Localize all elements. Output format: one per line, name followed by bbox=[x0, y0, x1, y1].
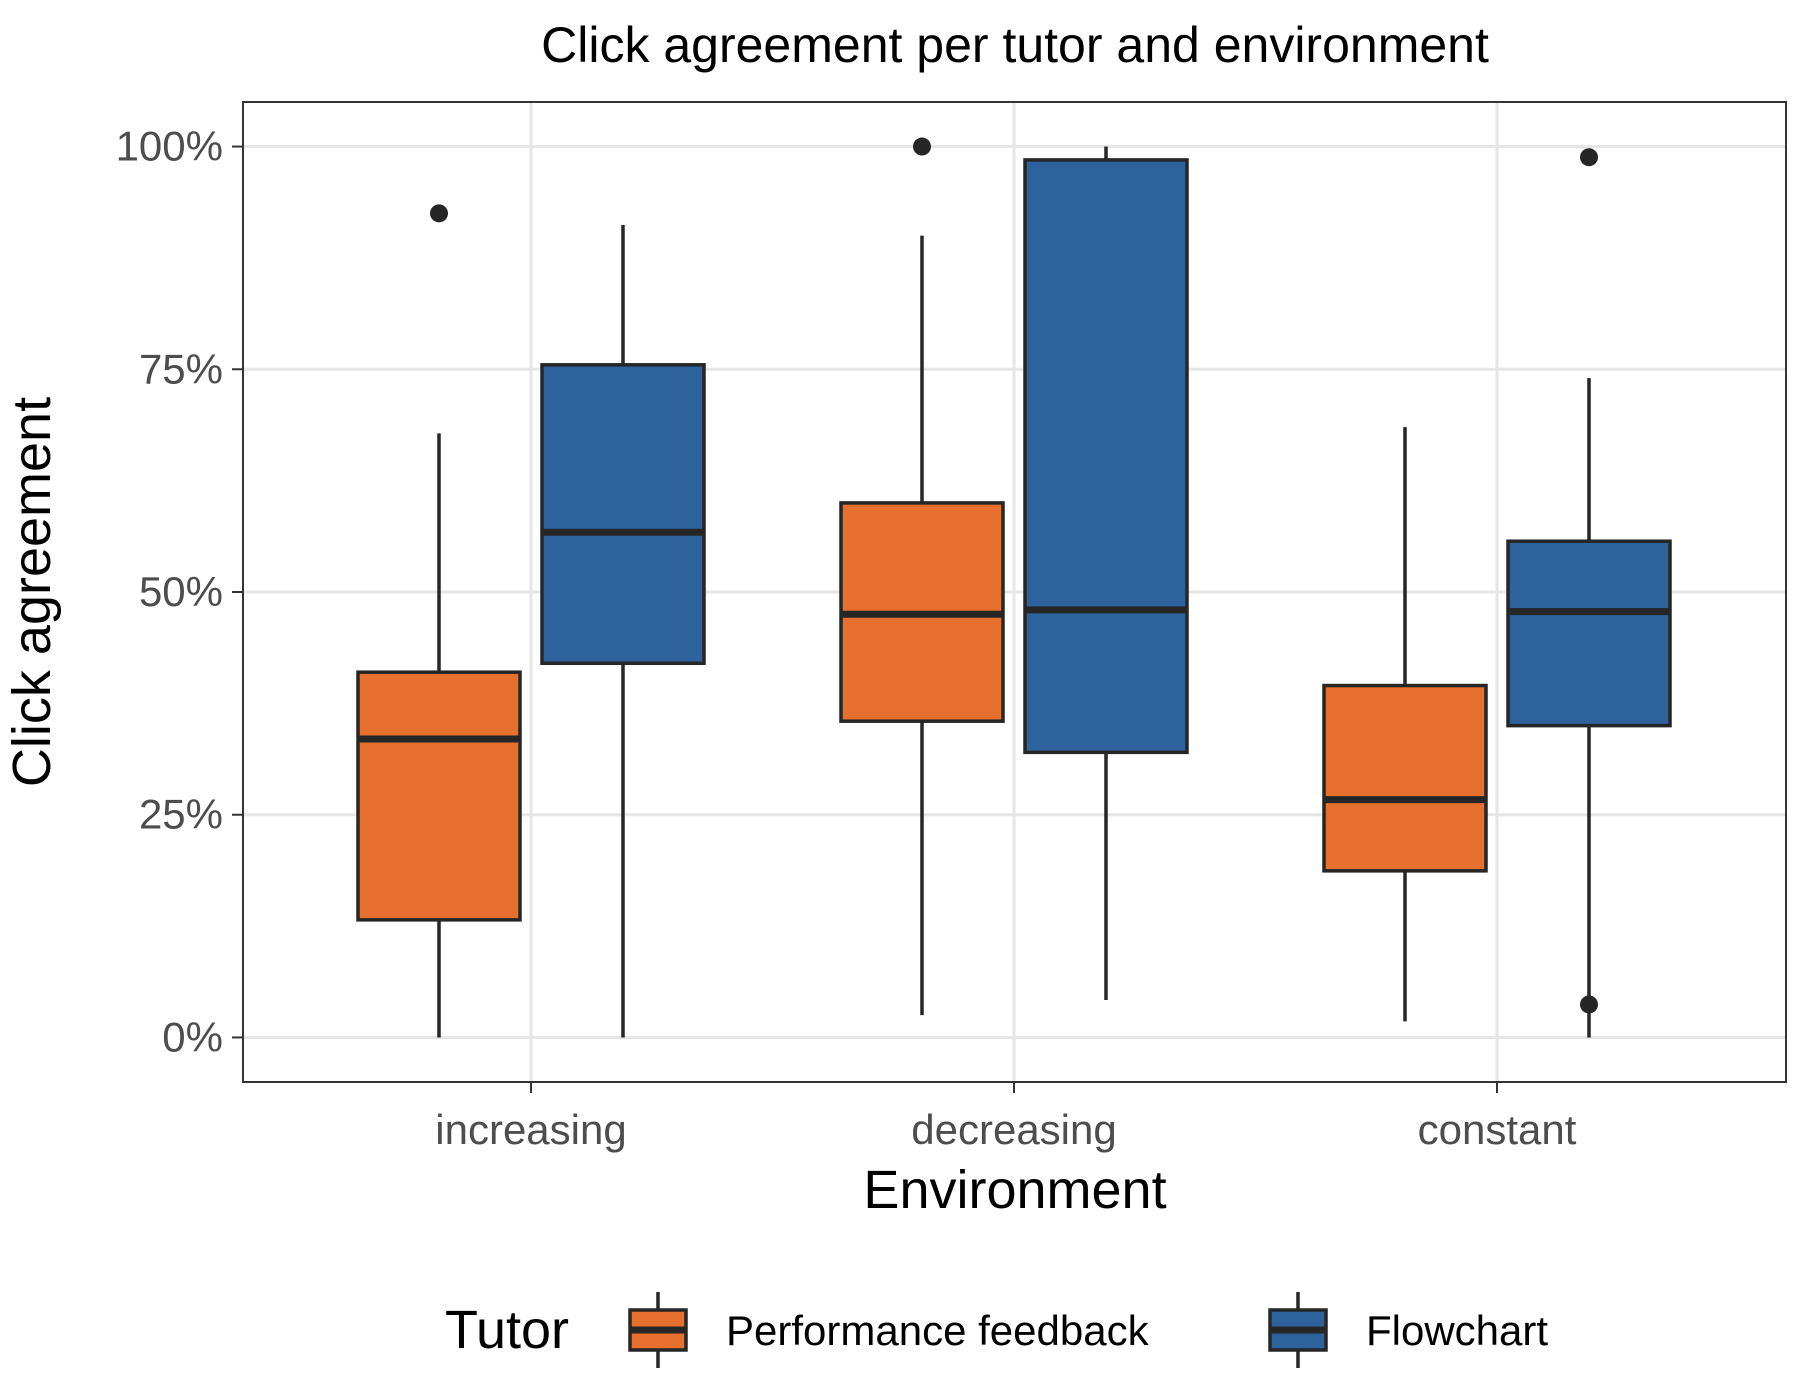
box-decreasing-performance-feedback bbox=[839, 137, 1005, 1016]
outlier-point bbox=[1580, 995, 1598, 1014]
box-increasing-performance-feedback bbox=[356, 204, 522, 1038]
box-iqr bbox=[1506, 539, 1672, 728]
outlier-point bbox=[430, 204, 448, 223]
legend-label: Performance feedback bbox=[726, 1307, 1150, 1354]
y-tick-label: 50% bbox=[139, 568, 223, 615]
y-tick-label: 25% bbox=[139, 791, 223, 838]
box-decreasing-flowchart bbox=[1023, 146, 1189, 1001]
x-tick-label: increasing bbox=[435, 1106, 626, 1153]
y-tick-label: 75% bbox=[139, 345, 223, 392]
axes: 0% 25% 50% 75% 100% increasing decreasing const… bbox=[116, 123, 1577, 1153]
y-axis-title: Click agreement bbox=[2, 397, 62, 787]
outlier-point bbox=[1580, 148, 1598, 167]
x-axis-title: Environment bbox=[863, 1160, 1166, 1220]
chart-title: Click agreement per tutor and environmen… bbox=[541, 17, 1489, 73]
outlier-point bbox=[913, 137, 931, 156]
box-iqr bbox=[1023, 158, 1189, 755]
legend-title: Tutor bbox=[445, 1300, 569, 1360]
legend-key bbox=[1268, 1292, 1328, 1368]
y-tick-label: 100% bbox=[116, 123, 223, 170]
box-iqr bbox=[356, 670, 522, 922]
legend-label: Flowchart bbox=[1366, 1307, 1548, 1354]
box-iqr bbox=[1322, 683, 1488, 873]
legend-key bbox=[628, 1292, 688, 1368]
box-iqr bbox=[540, 363, 706, 666]
box-increasing-flowchart bbox=[540, 224, 706, 1038]
x-tick-label: constant bbox=[1418, 1106, 1577, 1153]
y-tick-label: 0% bbox=[162, 1013, 223, 1060]
x-tick-label: decreasing bbox=[911, 1106, 1116, 1153]
box-constant-flowchart bbox=[1506, 148, 1672, 1038]
box-constant-performance-feedback bbox=[1322, 427, 1488, 1022]
legend: Tutor Performance feedback Flowchart bbox=[445, 1292, 1548, 1368]
plot-marks bbox=[356, 137, 1672, 1038]
